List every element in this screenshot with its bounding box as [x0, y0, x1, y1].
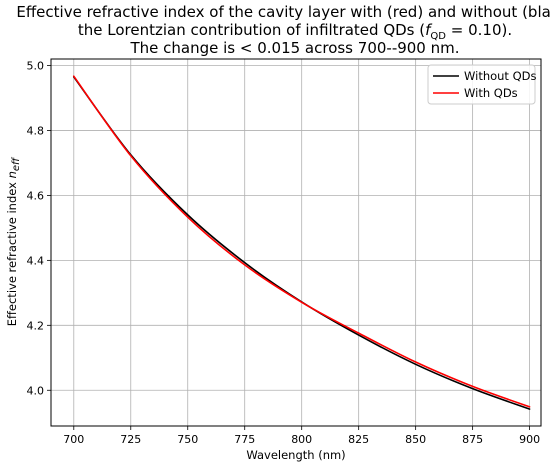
legend-entries: Without QDs With QDs [433, 69, 537, 100]
series-layer [72, 75, 531, 410]
y-axis-label: Effective refractive index neff [5, 156, 22, 326]
series-line-with-qds [72, 75, 531, 408]
x-tick-label: 900 [519, 433, 540, 446]
y-tick-label: 4.0 [27, 384, 45, 397]
x-tick-label: 725 [120, 433, 141, 446]
chart-title-line2-prefix: the Lorentzian contribution of infiltrat… [78, 21, 425, 39]
plot-frame [50, 58, 542, 427]
legend: Without QDs With QDs [427, 64, 537, 105]
chart-title-f-value: = 0.10). [446, 21, 512, 39]
plot-background [51, 59, 541, 426]
y-axis-label-subscript: eff [11, 156, 22, 171]
legend-label: With QDs [464, 86, 518, 100]
chart-title-f-symbol: f [425, 21, 433, 39]
x-tick-label: 800 [291, 433, 312, 446]
chart-title-line1: Effective refractive index of the cavity… [16, 3, 550, 21]
x-tick-label: 875 [462, 433, 483, 446]
x-tick-label: 775 [234, 433, 255, 446]
x-tick-label: 850 [405, 433, 426, 446]
legend-label: Without QDs [464, 69, 537, 83]
y-tick-label: 4.2 [27, 319, 45, 332]
grid [51, 59, 541, 426]
y-axis-label-n: n [5, 171, 19, 178]
y-tick-label: 4.6 [27, 189, 45, 202]
ticks: 700 725 750 775 800 825 850 875 900 4.0 4.2 4.4 4.6 4… [27, 59, 541, 446]
x-axis-label: Wavelength (nm) [246, 448, 345, 462]
y-tick-label: 4.8 [27, 124, 45, 137]
x-tick-label: 825 [348, 433, 369, 446]
legend-box [427, 64, 536, 105]
y-tick-label: 5.0 [27, 59, 45, 72]
x-tick-label: 750 [177, 433, 198, 446]
chart-title-f-subscript: QD [430, 31, 446, 42]
y-axis-label-main: Effective refractive index [5, 178, 19, 326]
x-tick-label: 700 [63, 433, 84, 446]
plot-area: 700 725 750 775 800 825 850 875 900 4.0 4.2 4.4 4.6 4… [27, 58, 542, 446]
chart-title-line3: The change is < 0.015 across 700--900 nm… [129, 39, 459, 57]
chart-title-line2: the Lorentzian contribution of infiltrat… [78, 21, 512, 42]
y-tick-label: 4.4 [27, 254, 45, 267]
